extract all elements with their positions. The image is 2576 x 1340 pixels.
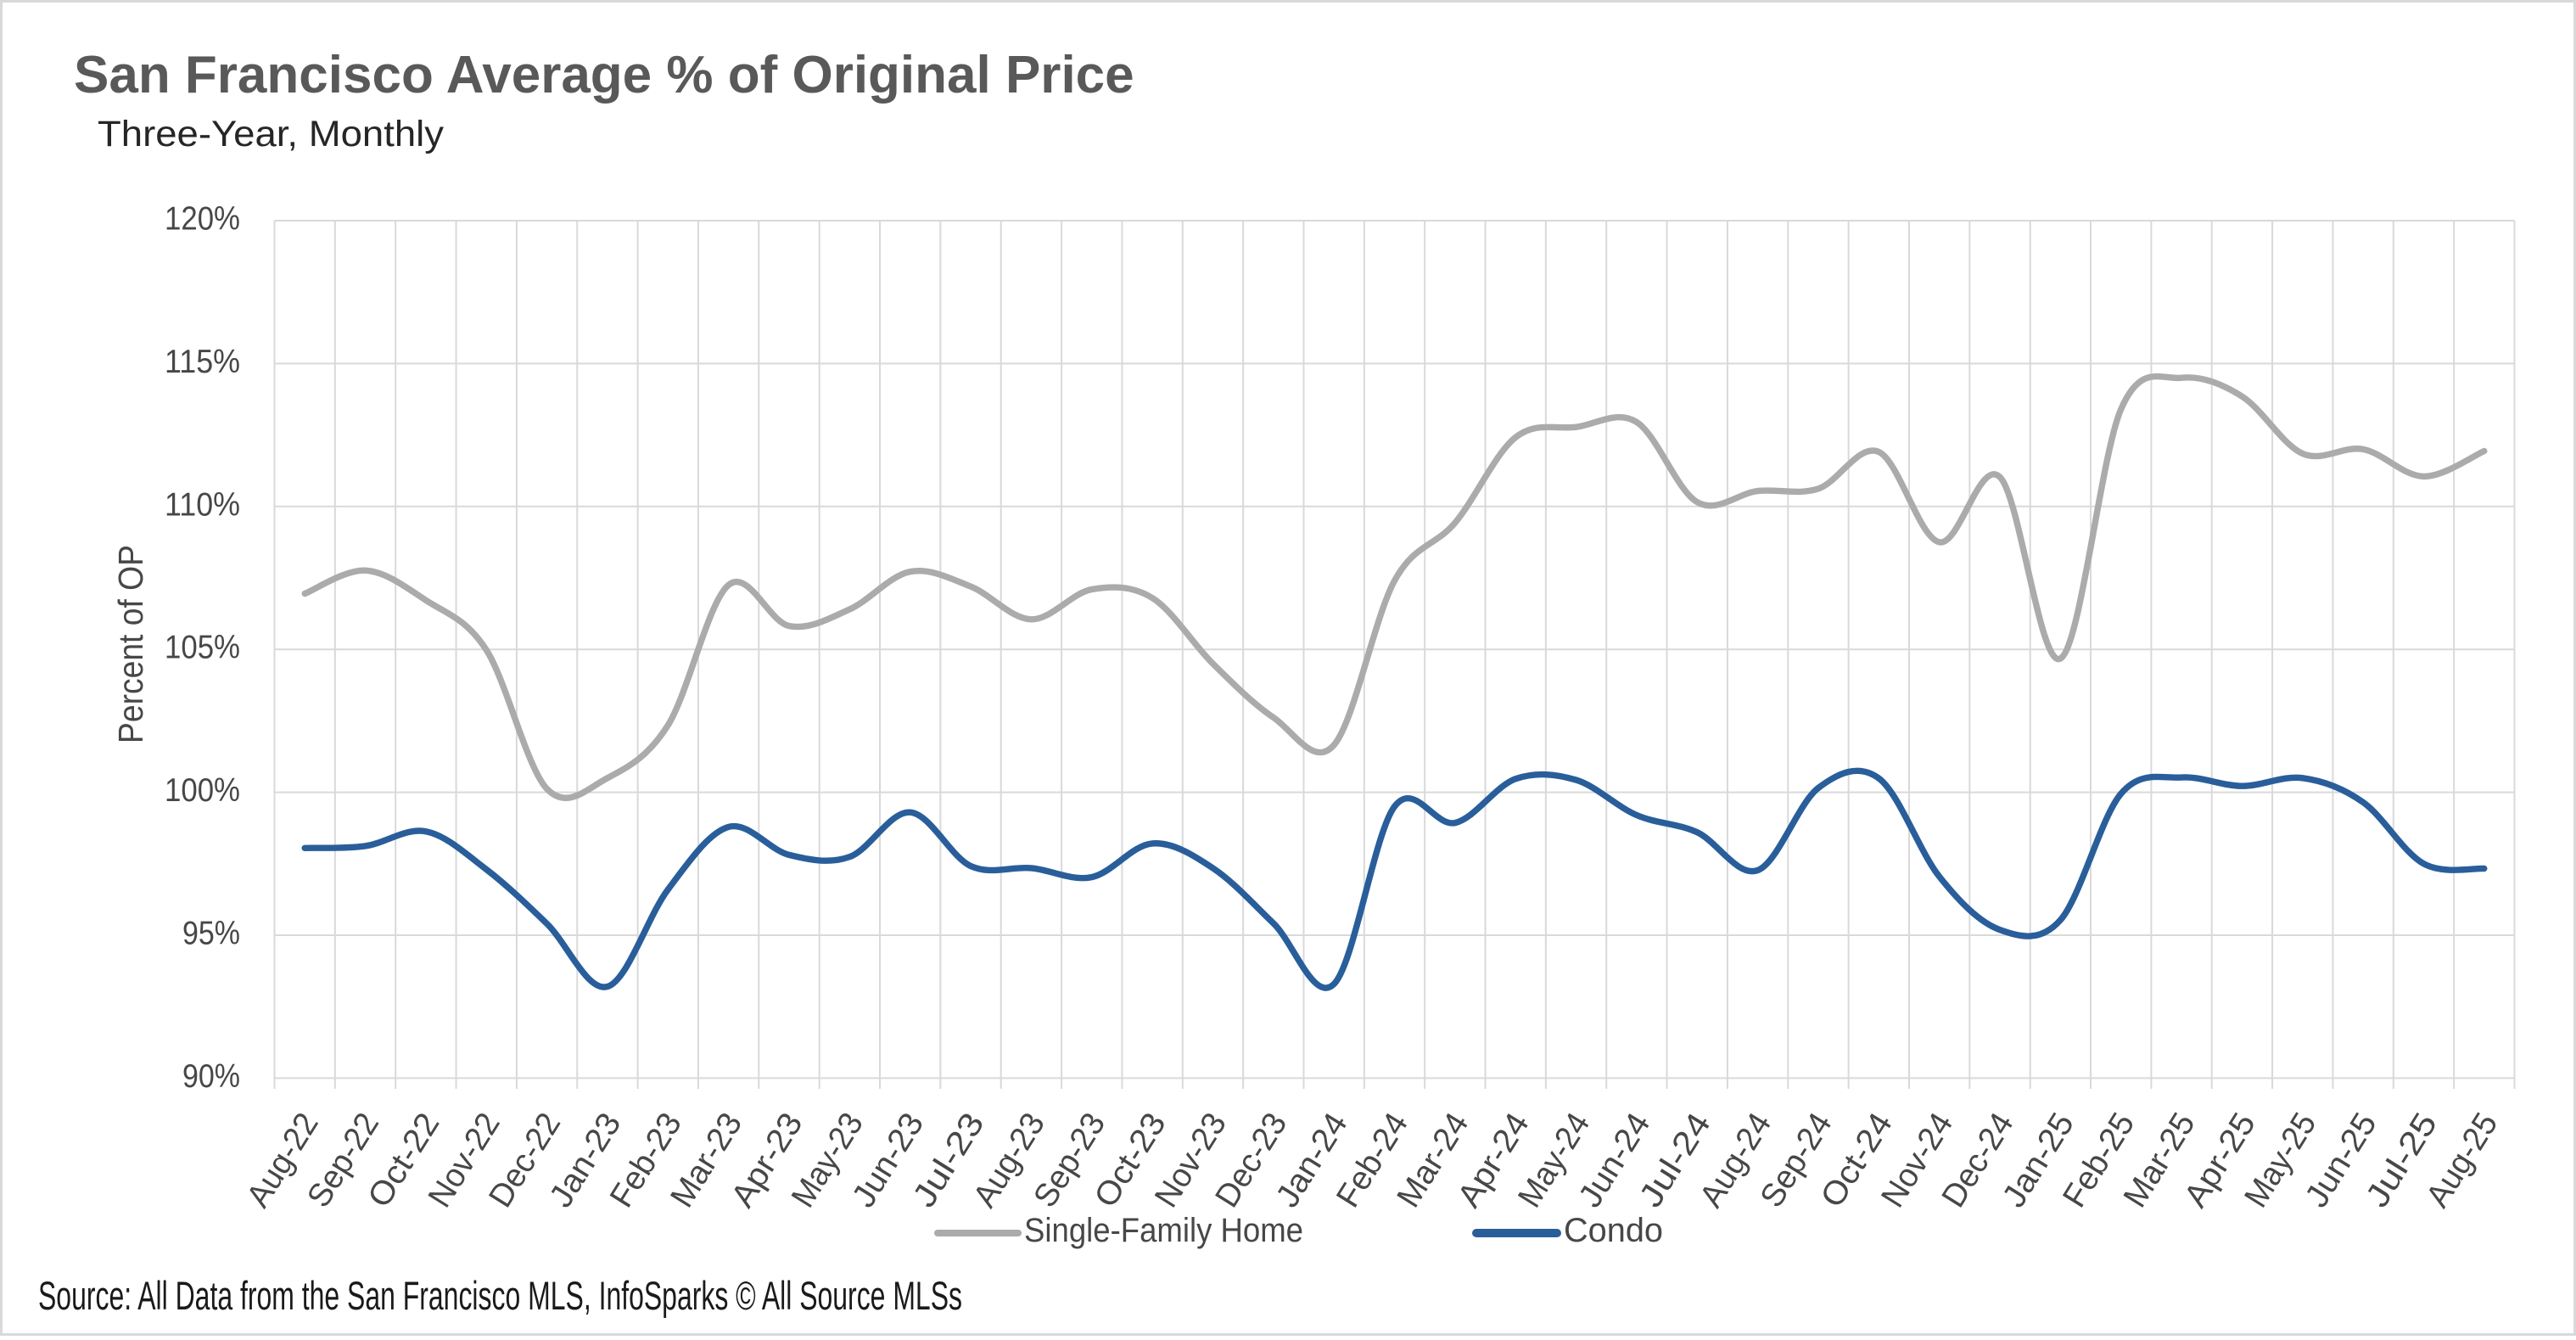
svg-text:90%: 90% [182,1058,240,1095]
svg-text:95%: 95% [182,916,240,952]
svg-text:Condo: Condo [1564,1212,1663,1249]
svg-text:Three-Year, Monthly: Three-Year, Monthly [98,114,445,154]
svg-text:105%: 105% [165,630,240,666]
svg-text:San Francisco Average % of Ori: San Francisco Average % of Original Pric… [74,46,1134,104]
svg-text:100%: 100% [165,772,240,809]
svg-text:115%: 115% [165,344,240,380]
svg-text:120%: 120% [165,201,240,238]
svg-text:Single-Family Home: Single-Family Home [1024,1212,1303,1249]
svg-text:Source: All Data from the San: Source: All Data from the San Francisco … [38,1273,962,1318]
svg-text:Percent of OP: Percent of OP [111,545,150,743]
svg-text:110%: 110% [165,486,240,523]
